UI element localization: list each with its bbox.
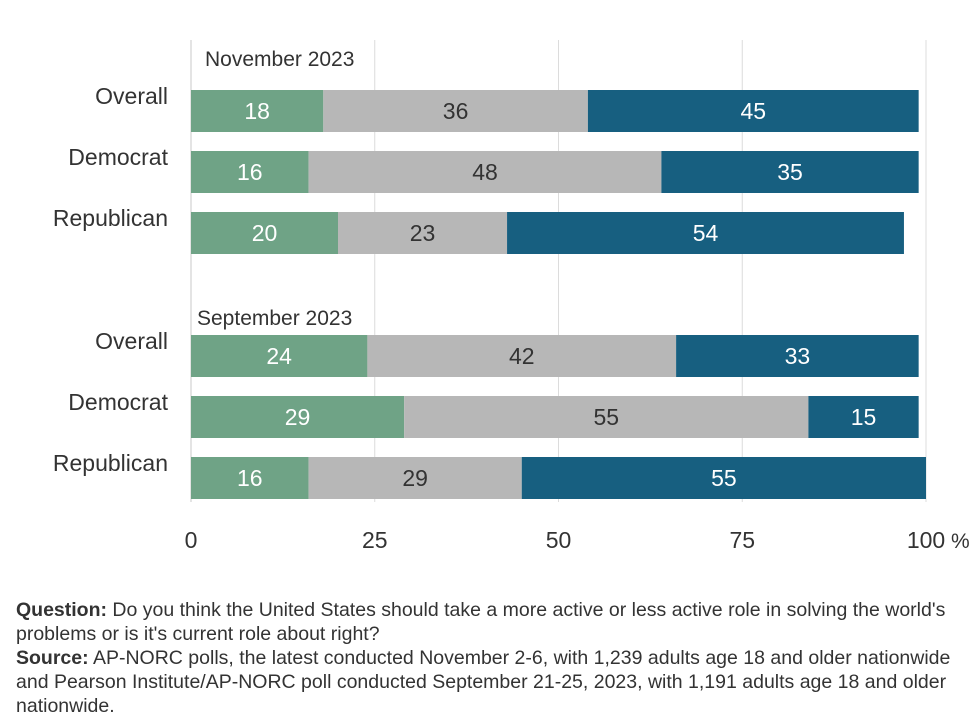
bar-segment <box>191 151 309 193</box>
data-label: 29 <box>285 404 311 430</box>
question-label: Question: <box>16 599 107 621</box>
source-label: Source: <box>16 647 89 669</box>
bar-segment <box>367 335 677 377</box>
data-label: 48 <box>472 159 498 185</box>
row-label: Democrat <box>68 389 168 415</box>
data-label: 29 <box>402 465 428 491</box>
data-label: 36 <box>443 98 469 124</box>
question-text: Do you think the United States should ta… <box>16 599 946 645</box>
bar-segment <box>676 335 919 377</box>
x-unit-label: % <box>951 530 970 553</box>
data-label: 16 <box>237 159 263 185</box>
stacked-bar-chart: November 2023 Overall 18 36 45 Democrat 16 48 35… <box>53 40 970 553</box>
data-label: 23 <box>410 220 436 246</box>
row-label: Republican <box>53 450 168 476</box>
x-tick-label: 0 <box>185 527 198 553</box>
data-label: 24 <box>266 343 292 369</box>
x-tick-label: 50 <box>546 527 572 553</box>
bar-segment <box>338 212 508 254</box>
row-label: Overall <box>95 83 168 109</box>
data-label: 35 <box>777 159 803 185</box>
data-label: 54 <box>693 220 719 246</box>
group-title: September 2023 <box>197 307 352 330</box>
group-title: November 2023 <box>205 48 354 71</box>
row-label: Democrat <box>68 144 168 170</box>
x-tick-label: 75 <box>729 527 755 553</box>
bar-segment <box>587 90 919 132</box>
bar-segment <box>191 90 324 132</box>
source-note: Source: AP-NORC polls, the latest conduc… <box>16 646 966 718</box>
data-label: 55 <box>593 404 619 430</box>
bar-segment <box>308 151 662 193</box>
data-label: 42 <box>509 343 535 369</box>
row-label: Republican <box>53 205 168 231</box>
x-tick-label: 100 <box>907 527 945 553</box>
bar-segment <box>521 457 926 499</box>
bar-segment <box>404 396 809 438</box>
bar-segment <box>308 457 522 499</box>
bar-segment <box>191 212 338 254</box>
data-label: 15 <box>851 404 877 430</box>
bar-segment <box>507 212 904 254</box>
bar-segment <box>191 457 309 499</box>
bar-segment <box>661 151 919 193</box>
bar-segment <box>323 90 588 132</box>
data-label: 18 <box>244 98 270 124</box>
data-label: 16 <box>237 465 263 491</box>
source-text: AP-NORC polls, the latest conducted Nove… <box>16 647 951 717</box>
x-tick-label: 25 <box>362 527 388 553</box>
data-label: 20 <box>252 220 278 246</box>
bar-segment <box>191 335 368 377</box>
data-label: 33 <box>785 343 811 369</box>
question-note: Question: Do you think the United States… <box>16 598 966 646</box>
data-label: 45 <box>740 98 766 124</box>
data-label: 55 <box>711 465 737 491</box>
bar-segment <box>191 396 405 438</box>
row-label: Overall <box>95 328 168 354</box>
bar-segment <box>808 396 919 438</box>
chart-notes: Question: Do you think the United States… <box>16 598 966 718</box>
